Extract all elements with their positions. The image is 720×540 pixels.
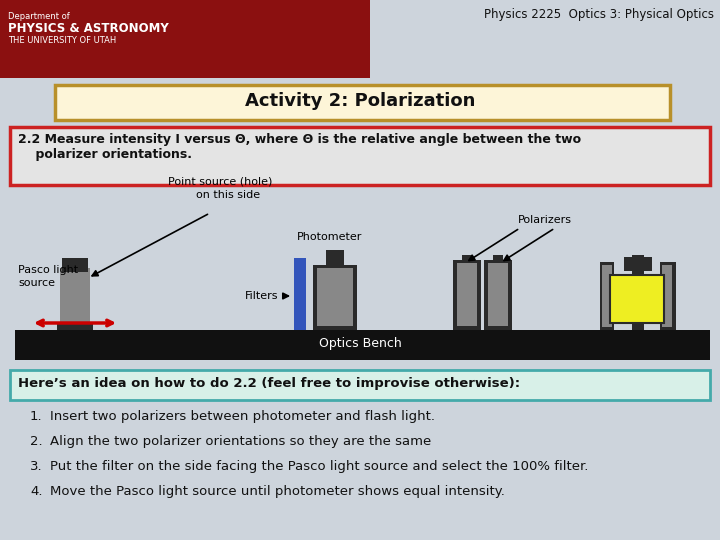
Text: PHYSICS & ASTRONOMY: PHYSICS & ASTRONOMY bbox=[8, 22, 168, 35]
Bar bbox=[10, 127, 710, 185]
Bar bbox=[602, 265, 612, 327]
Bar bbox=[55, 85, 670, 120]
Text: THE UNIVERSITY OF UTAH: THE UNIVERSITY OF UTAH bbox=[8, 36, 116, 45]
Text: Here’s an idea on how to do 2.2 (feel free to improvise otherwise):: Here’s an idea on how to do 2.2 (feel fr… bbox=[18, 377, 520, 390]
Bar bbox=[484, 260, 512, 330]
Text: Filters: Filters bbox=[245, 291, 279, 301]
Text: polarizer orientations.: polarizer orientations. bbox=[18, 148, 192, 161]
Text: 2.: 2. bbox=[30, 435, 42, 448]
Bar bbox=[317, 268, 353, 326]
Bar bbox=[326, 250, 344, 266]
Bar bbox=[457, 263, 477, 326]
Bar bbox=[488, 263, 508, 326]
Bar bbox=[660, 262, 676, 330]
Bar bbox=[60, 268, 90, 330]
Text: Put the filter on the side facing the Pasco light source and select the 100% fil: Put the filter on the side facing the Pa… bbox=[50, 460, 588, 473]
Bar bbox=[294, 258, 306, 330]
Bar bbox=[15, 330, 710, 360]
Text: 1.: 1. bbox=[30, 410, 42, 423]
Bar bbox=[313, 265, 357, 330]
Text: 2.2 Measure intensity I versus Θ, where Θ is the relative angle between the two: 2.2 Measure intensity I versus Θ, where … bbox=[18, 133, 581, 146]
Text: Activity 2: Polarization: Activity 2: Polarization bbox=[245, 92, 475, 111]
Text: Polarizers: Polarizers bbox=[518, 215, 572, 225]
Bar bbox=[493, 255, 503, 330]
Bar bbox=[62, 258, 88, 272]
Text: Point source (hole)
        on this side: Point source (hole) on this side bbox=[168, 177, 272, 200]
Bar bbox=[462, 255, 472, 330]
Bar bbox=[57, 324, 93, 330]
Bar bbox=[662, 265, 672, 327]
Bar bbox=[624, 257, 652, 271]
Bar bbox=[600, 262, 614, 330]
Text: Department of: Department of bbox=[8, 12, 70, 21]
Bar bbox=[295, 265, 305, 330]
Text: Physics 2225  Optics 3: Physical Optics: Physics 2225 Optics 3: Physical Optics bbox=[484, 8, 714, 21]
Text: Photometer: Photometer bbox=[297, 232, 363, 242]
Text: Align the two polarizer orientations so they are the same: Align the two polarizer orientations so … bbox=[50, 435, 431, 448]
Bar bbox=[0, 0, 370, 78]
Text: Insert two polarizers between photometer and flash light.: Insert two polarizers between photometer… bbox=[50, 410, 435, 423]
Bar bbox=[453, 260, 481, 330]
Bar bbox=[10, 370, 710, 400]
Bar bbox=[610, 275, 664, 323]
Text: Pasco light
source: Pasco light source bbox=[18, 265, 78, 288]
Bar bbox=[632, 255, 644, 330]
Text: 3.: 3. bbox=[30, 460, 42, 473]
Text: Optics Bench: Optics Bench bbox=[319, 338, 401, 350]
Text: 4.: 4. bbox=[30, 485, 42, 498]
Text: Move the Pasco light source until photometer shows equal intensity.: Move the Pasco light source until photom… bbox=[50, 485, 505, 498]
